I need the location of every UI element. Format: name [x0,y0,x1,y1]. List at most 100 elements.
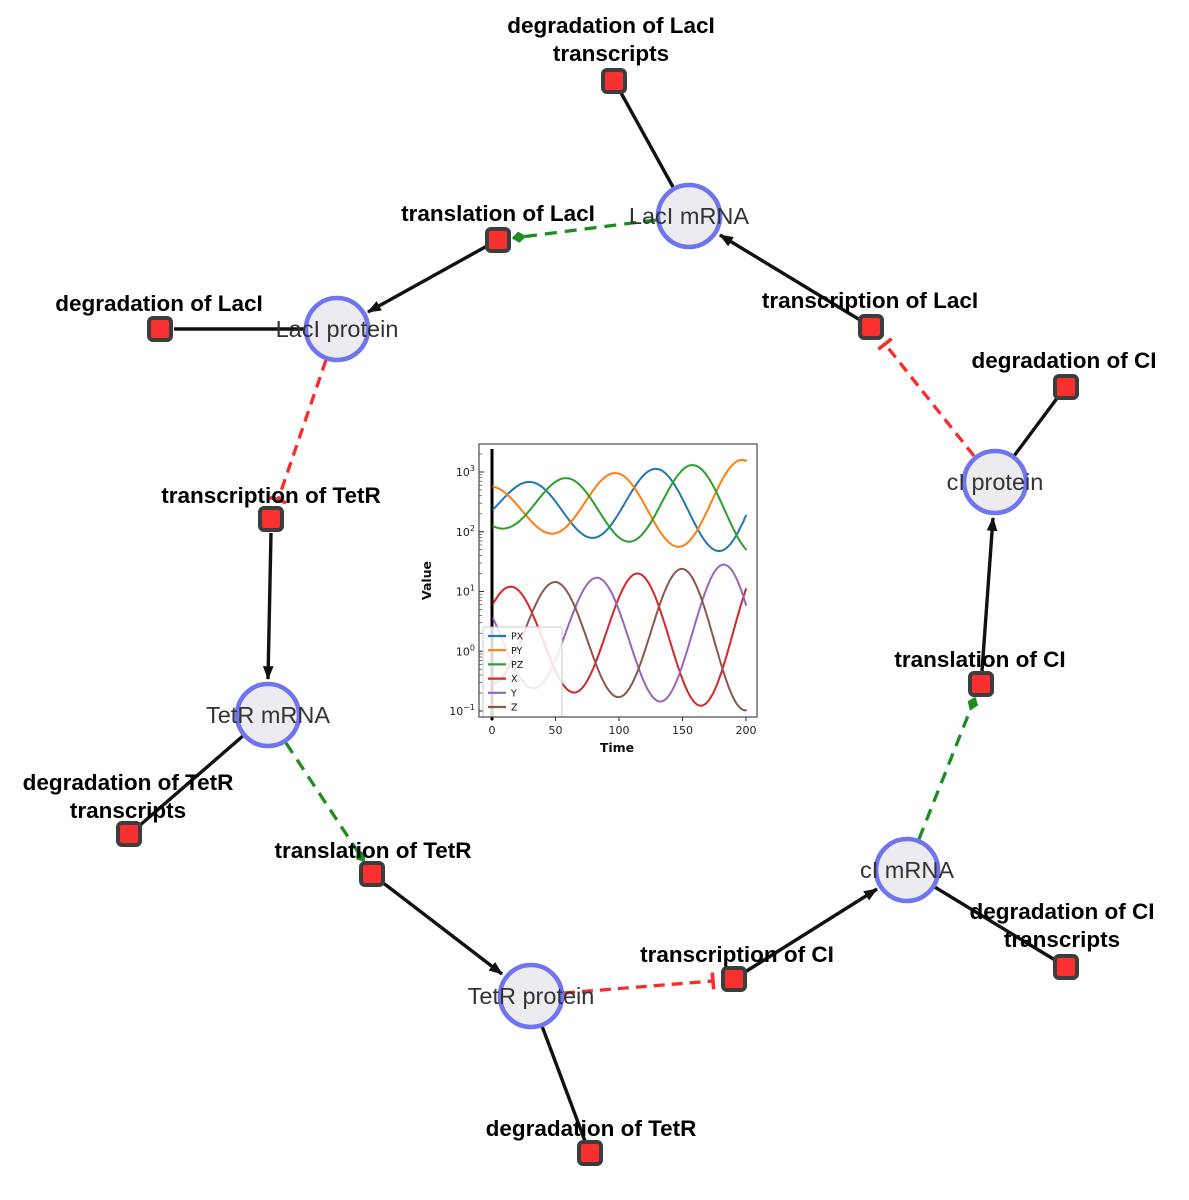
reaction-label: degradation of LacI [55,291,263,316]
reaction-node-translation-ci: translation of CI [894,647,1066,697]
edge-ci-protein-inhibits-transcription-laci [877,337,976,458]
inset-plot: 103 102 101 100 10−1 0 50 100 150 200 Time Value PX P… [417,427,775,765]
svg-text:102: 102 [456,524,475,539]
legend-entry-PX: PX [511,632,524,643]
species-nodes: LacI mRNA LacI protein TetR mRNA TetR pr… [206,182,1044,1030]
edge-tetr-protein-inhibits-transcription-ci [563,972,716,995]
edge-transcription-laci-to-laci-mrna [719,233,861,322]
timecourse-chart: 103 102 101 100 10−1 0 50 100 150 200 Time Value PX P… [417,427,775,765]
species-label: LacI mRNA [629,203,749,229]
reaction-node-translation-tetr: translation of TetR [274,838,472,887]
svg-text:200: 200 [736,724,757,737]
species-node-ci-protein: cI protein [947,448,1044,516]
reaction-square [116,821,142,847]
reaction-node-degradation-ci-transcripts: degradation of CI transcripts [970,899,1155,980]
reaction-label: transcription of LacI [762,288,978,313]
reaction-label: translation of CI [894,647,1065,672]
reaction-node-transcription-laci: transcription of LacI [762,288,978,340]
legend-entry-Z: Z [511,703,518,714]
edge-translation-tetr-to-tetr-protein [380,880,504,976]
svg-text:100: 100 [609,724,630,737]
edge-laci-protein-inhibits-transcription-tetr [269,359,328,505]
edge-laci-mrna-to-translation-laci [511,218,657,243]
reaction-label: degradation of CI [970,899,1155,924]
svg-text:50: 50 [549,724,563,737]
svg-text:0: 0 [489,724,496,737]
reaction-square [858,314,884,340]
species-circle [303,295,371,363]
svg-text:150: 150 [672,724,693,737]
legend-entry-PY: PY [511,646,523,657]
edges [137,90,1060,1142]
reaction-label: transcripts [553,41,669,66]
edge-translation-ci-to-ci-protein [980,516,998,672]
series-PY [492,458,747,548]
species-label: TetR mRNA [206,702,330,728]
reaction-square [485,227,511,253]
edge-transcription-ci-to-ci-mrna [744,887,878,974]
svg-text:101: 101 [456,584,475,599]
edge-ci-mrna-to-translation-ci [917,696,979,840]
reaction-node-translation-laci: translation of LacI [401,201,595,253]
edge-translation-laci-to-laci-protein [367,244,488,314]
species-circle [234,681,302,749]
species-label: TetR protein [468,983,595,1009]
edge-degradation-tetr [540,1025,587,1142]
series-PZ [492,464,747,551]
reaction-label: degradation of TetR [23,770,234,795]
species-circle [873,836,941,904]
reaction-square [721,966,747,992]
series-X [492,572,747,707]
reaction-label: transcripts [1004,927,1120,952]
reaction-node-degradation-tetr-transcripts: degradation of TetR transcripts [23,770,234,847]
species-node-laci-mrna: LacI mRNA [629,182,749,250]
species-label: cI protein [947,469,1044,495]
x-axis-label: Time [600,740,634,755]
species-label: LacI protein [276,316,399,342]
reaction-label: degradation of CI [972,348,1157,373]
species-circle [497,962,565,1030]
reaction-label: degradation of TetR [486,1116,697,1141]
reaction-node-transcription-tetr: transcription of TetR [161,483,381,532]
series-PX [492,467,747,552]
series-Z [492,567,747,712]
reaction-node-degradation-laci-transcripts: degradation of LacI transcripts [507,13,715,94]
reaction-square [1053,954,1079,980]
reaction-square [577,1140,603,1166]
reaction-square [1053,374,1079,400]
legend-entry-X: X [511,674,518,685]
reaction-square [601,68,627,94]
reaction-square [968,671,994,697]
edge-degradation-ci-transcripts [932,884,1056,962]
svg-text:100: 100 [456,643,475,658]
svg-text:10−1: 10−1 [449,703,475,718]
y-axis-label: Value [419,561,434,600]
species-label: cI mRNA [860,857,954,883]
reaction-square [258,506,284,532]
species-node-laci-protein: LacI protein [276,295,399,363]
reaction-label: degradation of LacI [507,13,715,38]
legend-entry-PZ: PZ [511,660,524,671]
reaction-node-transcription-ci: transcription of CI [640,942,834,992]
species-node-tetr-mrna: TetR mRNA [206,681,330,749]
reaction-nodes: degradation of LacI transcripts translat… [23,13,1157,1166]
reaction-node-degradation-ci: degradation of CI [972,348,1157,400]
edge-degradation-laci-transcripts [618,90,675,188]
species-circle [655,182,723,250]
svg-text:103: 103 [456,464,475,479]
reaction-label: transcripts [70,798,186,823]
edge-tetr-mrna-to-translation-tetr [284,742,366,862]
reaction-label: transcription of TetR [161,483,381,508]
reaction-label: transcription of CI [640,942,834,967]
reaction-label: translation of LacI [401,201,595,226]
reaction-label: translation of TetR [274,838,471,863]
species-node-tetr-protein: TetR protein [468,962,595,1030]
reaction-node-degradation-laci: degradation of LacI [55,291,263,342]
species-circle [961,448,1029,516]
reaction-square [147,316,173,342]
legend-entry-Y: Y [510,688,517,699]
reaction-square [359,861,385,887]
edge-degradation-tetr-transcripts [137,733,246,828]
